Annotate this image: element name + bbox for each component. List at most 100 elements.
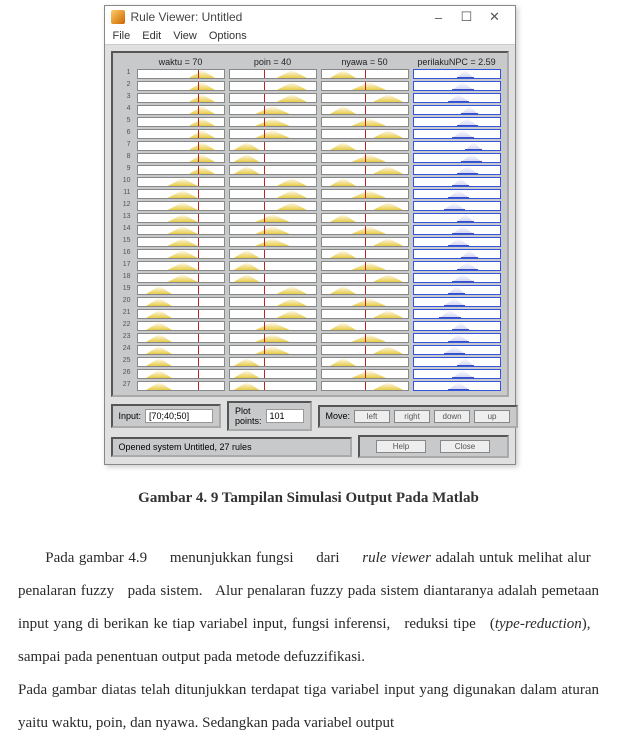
mf-input-box[interactable] bbox=[229, 105, 317, 115]
mf-input-box[interactable] bbox=[137, 237, 225, 247]
mf-input-box[interactable] bbox=[137, 261, 225, 271]
mf-input-box[interactable] bbox=[321, 69, 409, 79]
mf-input-box[interactable] bbox=[321, 261, 409, 271]
mf-output-box[interactable] bbox=[413, 189, 501, 199]
menu-options[interactable]: Options bbox=[209, 30, 247, 42]
move-up-button[interactable]: up bbox=[474, 410, 510, 423]
mf-input-box[interactable] bbox=[229, 69, 317, 79]
mf-input-box[interactable] bbox=[321, 225, 409, 235]
mf-input-box[interactable] bbox=[137, 177, 225, 187]
mf-input-box[interactable] bbox=[137, 189, 225, 199]
mf-output-box[interactable] bbox=[413, 153, 501, 163]
mf-input-box[interactable] bbox=[229, 333, 317, 343]
mf-input-box[interactable] bbox=[137, 213, 225, 223]
mf-input-box[interactable] bbox=[321, 357, 409, 367]
mf-input-box[interactable] bbox=[137, 141, 225, 151]
mf-input-box[interactable] bbox=[137, 345, 225, 355]
menu-file[interactable]: File bbox=[113, 30, 131, 42]
mf-input-box[interactable] bbox=[229, 261, 317, 271]
mf-input-box[interactable] bbox=[229, 153, 317, 163]
menu-view[interactable]: View bbox=[173, 30, 197, 42]
mf-input-box[interactable] bbox=[321, 237, 409, 247]
mf-input-box[interactable] bbox=[137, 93, 225, 103]
mf-input-box[interactable] bbox=[137, 273, 225, 283]
mf-input-box[interactable] bbox=[321, 333, 409, 343]
mf-input-box[interactable] bbox=[229, 201, 317, 211]
mf-output-box[interactable] bbox=[413, 345, 501, 355]
mf-input-box[interactable] bbox=[229, 369, 317, 379]
mf-input-box[interactable] bbox=[229, 213, 317, 223]
mf-output-box[interactable] bbox=[413, 129, 501, 139]
mf-input-box[interactable] bbox=[137, 369, 225, 379]
mf-output-box[interactable] bbox=[413, 201, 501, 211]
mf-input-box[interactable] bbox=[137, 249, 225, 259]
mf-input-box[interactable] bbox=[321, 165, 409, 175]
mf-input-box[interactable] bbox=[229, 297, 317, 307]
mf-input-box[interactable] bbox=[321, 273, 409, 283]
move-left-button[interactable]: left bbox=[354, 410, 390, 423]
mf-output-box[interactable] bbox=[413, 273, 501, 283]
mf-input-box[interactable] bbox=[229, 285, 317, 295]
mf-output-box[interactable] bbox=[413, 261, 501, 271]
move-right-button[interactable]: right bbox=[394, 410, 430, 423]
mf-input-box[interactable] bbox=[321, 369, 409, 379]
mf-input-box[interactable] bbox=[321, 309, 409, 319]
help-button[interactable]: Help bbox=[376, 440, 426, 453]
mf-input-box[interactable] bbox=[321, 117, 409, 127]
mf-output-box[interactable] bbox=[413, 369, 501, 379]
mf-input-box[interactable] bbox=[321, 105, 409, 115]
mf-output-box[interactable] bbox=[413, 81, 501, 91]
mf-output-box[interactable] bbox=[413, 381, 501, 391]
mf-input-box[interactable] bbox=[321, 189, 409, 199]
mf-input-box[interactable] bbox=[229, 117, 317, 127]
mf-input-box[interactable] bbox=[229, 309, 317, 319]
mf-input-box[interactable] bbox=[137, 153, 225, 163]
mf-output-box[interactable] bbox=[413, 321, 501, 331]
mf-input-box[interactable] bbox=[229, 357, 317, 367]
mf-output-box[interactable] bbox=[413, 237, 501, 247]
mf-input-box[interactable] bbox=[137, 69, 225, 79]
close-button[interactable]: Close bbox=[440, 440, 490, 453]
mf-input-box[interactable] bbox=[229, 225, 317, 235]
mf-input-box[interactable] bbox=[137, 165, 225, 175]
mf-input-box[interactable] bbox=[229, 177, 317, 187]
mf-input-box[interactable] bbox=[321, 249, 409, 259]
mf-input-box[interactable] bbox=[137, 333, 225, 343]
mf-output-box[interactable] bbox=[413, 285, 501, 295]
mf-output-box[interactable] bbox=[413, 249, 501, 259]
mf-input-box[interactable] bbox=[137, 81, 225, 91]
mf-output-box[interactable] bbox=[413, 297, 501, 307]
mf-output-box[interactable] bbox=[413, 141, 501, 151]
mf-input-box[interactable] bbox=[137, 117, 225, 127]
mf-output-box[interactable] bbox=[413, 69, 501, 79]
mf-input-box[interactable] bbox=[321, 177, 409, 187]
mf-input-box[interactable] bbox=[137, 105, 225, 115]
mf-input-box[interactable] bbox=[321, 285, 409, 295]
mf-input-box[interactable] bbox=[321, 213, 409, 223]
mf-input-box[interactable] bbox=[137, 225, 225, 235]
mf-input-box[interactable] bbox=[137, 309, 225, 319]
mf-input-box[interactable] bbox=[321, 141, 409, 151]
mf-input-box[interactable] bbox=[229, 93, 317, 103]
mf-input-box[interactable] bbox=[229, 165, 317, 175]
mf-input-box[interactable] bbox=[321, 297, 409, 307]
mf-input-box[interactable] bbox=[137, 129, 225, 139]
mf-input-box[interactable] bbox=[321, 129, 409, 139]
mf-input-box[interactable] bbox=[321, 321, 409, 331]
mf-input-box[interactable] bbox=[321, 381, 409, 391]
mf-input-box[interactable] bbox=[321, 201, 409, 211]
move-down-button[interactable]: down bbox=[434, 410, 470, 423]
mf-input-box[interactable] bbox=[229, 321, 317, 331]
mf-input-box[interactable] bbox=[229, 345, 317, 355]
mf-input-box[interactable] bbox=[137, 201, 225, 211]
mf-input-box[interactable] bbox=[229, 141, 317, 151]
mf-input-box[interactable] bbox=[229, 381, 317, 391]
mf-input-box[interactable] bbox=[229, 81, 317, 91]
plotpoints-value[interactable] bbox=[266, 409, 304, 423]
restore-button[interactable]: ☐ bbox=[453, 9, 481, 25]
mf-input-box[interactable] bbox=[229, 129, 317, 139]
mf-output-box[interactable] bbox=[413, 93, 501, 103]
mf-output-box[interactable] bbox=[413, 105, 501, 115]
mf-output-box[interactable] bbox=[413, 177, 501, 187]
mf-input-box[interactable] bbox=[321, 345, 409, 355]
